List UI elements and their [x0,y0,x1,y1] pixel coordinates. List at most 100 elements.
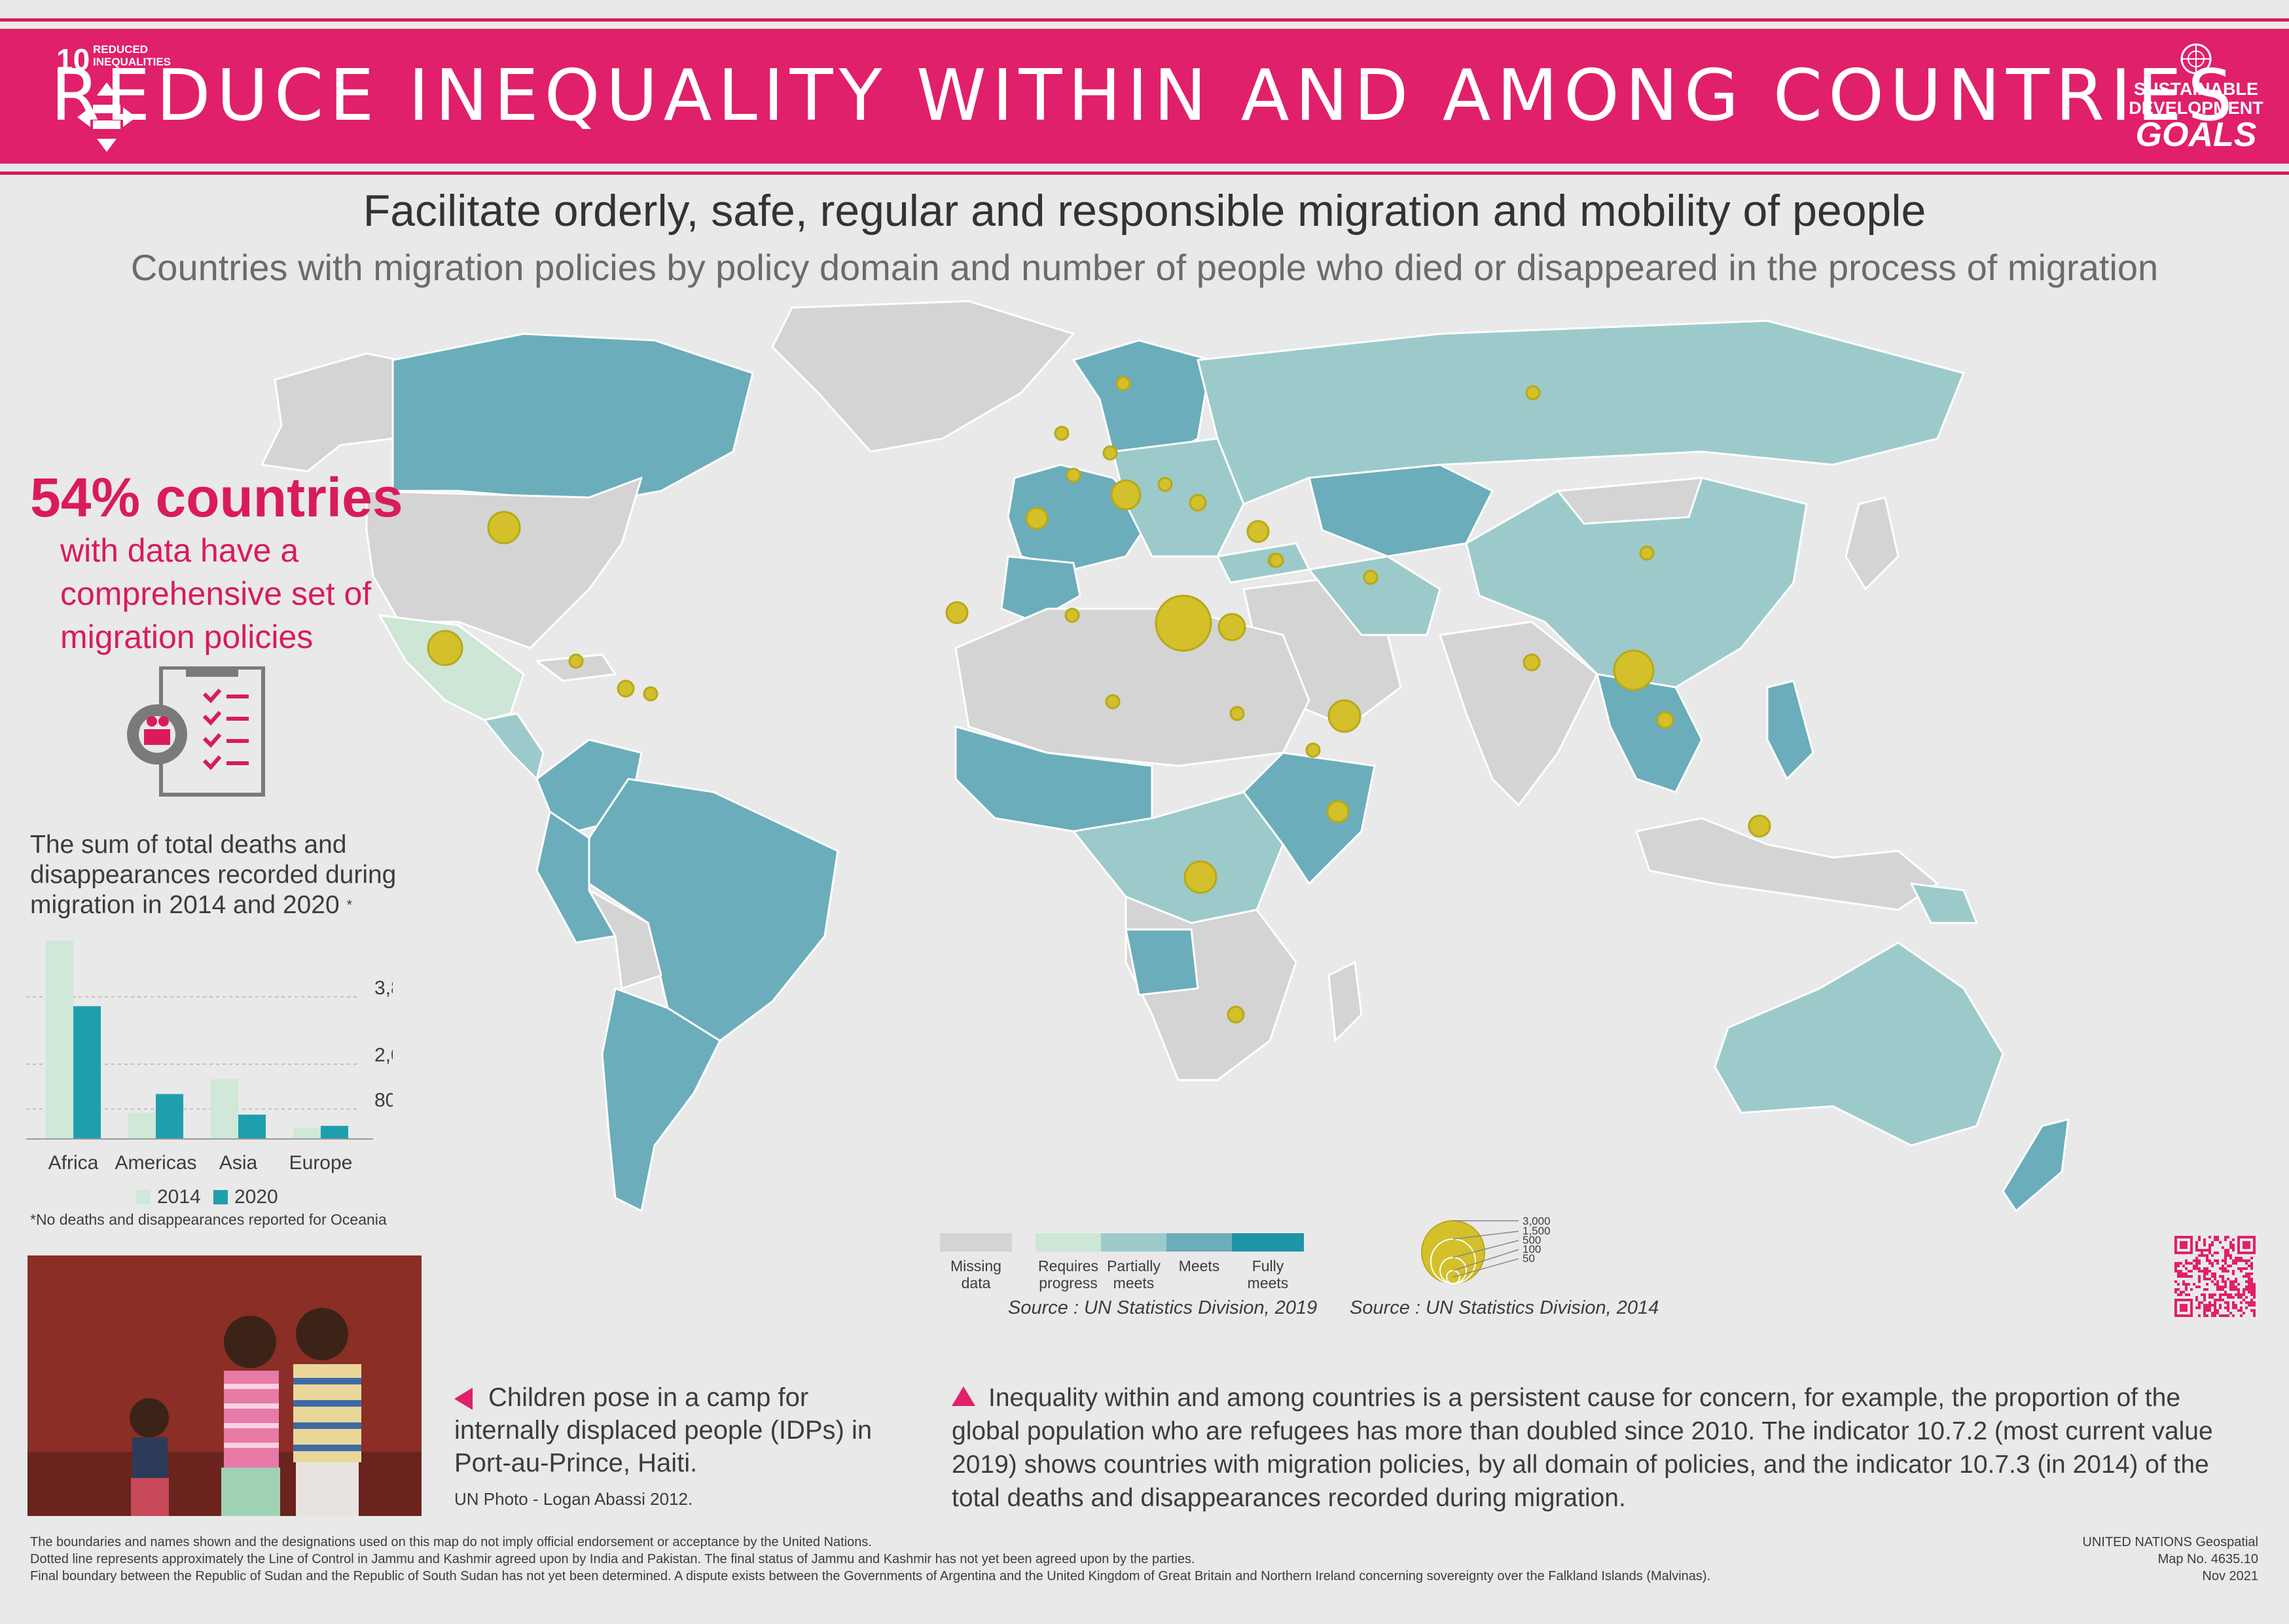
alaska [261,352,401,473]
bubble-germany [1102,445,1118,461]
body-text-content: Inequality within and among countries is… [952,1384,2213,1512]
bubble-mediterranean [1155,594,1212,652]
sdg-logo-line3: GOALS [2135,116,2257,154]
bar-africa-2020 [73,1006,101,1139]
bar-africa-2014 [46,941,73,1139]
headline: Facilitate orderly, safe, regular and re… [363,186,1926,236]
world-map [261,300,2070,1212]
map-info: UNITED NATIONS Geospatial Map No. 4635.1… [1996,1534,2258,1585]
disclaimer-line-2: Dotted line represents approximately the… [30,1552,1195,1566]
indonesia [1635,817,1939,911]
goal-name: REDUCED INEQUALITIES [93,43,178,68]
y-tick-label: 3,800 [374,977,393,999]
un-emblem-icon [2180,43,2212,75]
disclaimer-line-3: Final boundary between the Republic of S… [30,1569,1711,1583]
bar-americas-2014 [128,1113,156,1139]
x-tick-label: Asia [219,1152,258,1174]
policy-checklist-icon [127,666,265,797]
chart-title-text: The sum of total deaths and disappearanc… [30,831,397,919]
y-tick-label: 2,000 [374,1045,393,1066]
chart-title-mark: * [346,897,353,913]
policy-source: Source : UN Statistics Division, 2019 [1008,1297,1318,1318]
stat-headline: 54% countries [30,467,403,528]
x-tick-label: Africa [48,1152,99,1174]
bubble-caribbean [568,653,584,669]
policy-legend-label: meets [1248,1274,1289,1291]
bubble-algeria [1064,607,1080,623]
x-tick-label: Americas [115,1152,196,1174]
title-banner [0,29,2289,164]
bubble-myanmar [1613,649,1655,691]
bubble-djibouti [1305,742,1321,758]
bubble-india [1523,653,1541,672]
north-africa [954,607,1310,767]
deaths-legend-3000: 3,000 [1523,1215,1551,1227]
bubble-spain [1025,507,1049,530]
page-title: REDUCE INEQUALITY WITHIN AND AMONG COUNT… [50,55,2239,137]
qr-code-icon[interactable] [2174,1236,2256,1317]
bubble-libya [1217,613,1246,641]
camp-photo [27,1255,422,1516]
policy-swatch-2 [1101,1233,1166,1252]
bubble-italy [1110,479,1142,511]
disclaimer: The boundaries and names shown and the d… [30,1534,1994,1585]
map-info-date: Nov 2021 [2202,1569,2258,1583]
angola [1125,928,1199,996]
deaths-legend-1500: 1,500 [1523,1225,1551,1237]
kazakhstan [1308,463,1494,558]
goal-name-line1: REDUCED [93,43,149,56]
goal-number: 10 [56,43,90,77]
policy-legend-label: progress [1039,1274,1097,1291]
bubble-france [1066,467,1081,483]
photo-credit: UN Photo - Logan Abassi 2012. [454,1489,693,1509]
policy-swatch-3 [1166,1233,1232,1252]
map-info-number: Map No. 4635.10 [2157,1552,2258,1566]
argentina-chile [601,987,721,1212]
sdg-logo: SUSTAINABLE DEVELOPMENT GOALS [2121,42,2271,152]
policy-legend-label: Missing [950,1257,1001,1274]
new-zealand [2002,1118,2070,1212]
bubble-drc [1183,860,1217,894]
bubble-iran [1363,569,1379,585]
bubble-morocco [945,601,969,624]
reduced-inequalities-icon [77,82,136,152]
mongolia [1557,477,1703,525]
united-states [365,477,643,649]
deaths-legend-50: 50 [1523,1252,1535,1265]
deaths-bar-chart: 800 2,000 3,800 Africa Americas Asia Europe 201… [26,941,393,1204]
policy-swatch-0 [940,1233,1012,1252]
sdg-logo-line2: DEVELOPMENT [2129,98,2263,118]
bubble-mexico [427,630,463,666]
body-marker-icon [952,1386,975,1406]
japan [1845,496,1900,590]
bar-europe-2014 [293,1127,321,1139]
legend-label-2020: 2020 [234,1186,278,1204]
bubble-haiti [617,679,635,698]
chart-footnote: *No deaths and disappearances reported f… [30,1211,387,1228]
bubble-greece [1189,494,1207,512]
bubble-malaysia [1748,814,1771,838]
iran [1308,555,1441,636]
legend-swatch-2020 [213,1190,228,1204]
bar-europe-2020 [321,1126,348,1139]
chart-title: The sum of total deaths and disappearanc… [30,830,397,920]
policy-swatch-4 [1232,1233,1304,1252]
central-america [483,712,545,780]
india [1439,621,1598,806]
australia [1714,941,2004,1147]
papua-new-guinea [1910,882,1978,924]
policy-legend-label: Fully [1252,1257,1284,1274]
goal-name-line2: INEQUALITIES [93,56,171,68]
top-rule [0,18,2289,22]
deaths-legend-500: 500 [1523,1234,1541,1246]
legend-label-2014: 2014 [157,1186,201,1204]
stat-description: with data have a comprehensive set of mi… [60,532,372,655]
body-text: Inequality within and among countries is… [952,1381,2248,1515]
policy-legend-label: Partially [1107,1257,1161,1274]
bubble-uk [1054,425,1070,441]
bottom-rule [0,171,2289,175]
policy-legend: MissingdataRequiresprogressPartiallymeet… [940,1233,1304,1291]
bubble-balkans [1157,477,1173,492]
bubble-russia [1525,385,1541,401]
deaths-legend: 3,000 1,500 500 100 50 [1421,1215,1551,1284]
